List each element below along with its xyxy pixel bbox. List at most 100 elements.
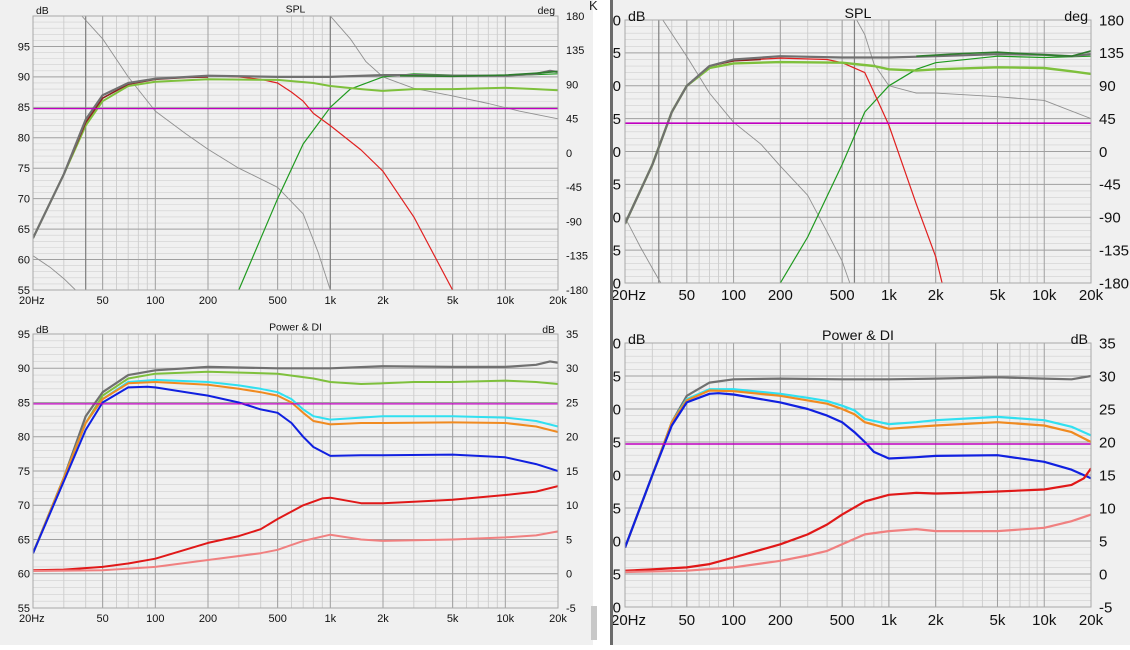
y-tick-label: 95: [613, 368, 621, 385]
y2-axis-unit: deg: [1064, 9, 1088, 25]
y2-axis-unit: dB: [1071, 332, 1088, 348]
y2-axis-unit: dB: [542, 325, 555, 336]
x-tick-label: 5k: [990, 287, 1006, 304]
series-line-hf_dark: [916, 50, 1091, 57]
x-tick-label: 200: [768, 612, 793, 629]
y2-tick-label: -180: [566, 285, 588, 297]
y-tick-label: 65: [613, 242, 621, 259]
x-tick-label: 500: [268, 295, 286, 307]
y-tick-label: 95: [613, 45, 621, 62]
y2-tick-label: 35: [1099, 335, 1116, 352]
x-tick-label: 1k: [325, 613, 337, 625]
plot-area: [33, 16, 558, 290]
y2-tick-label: -180: [1099, 275, 1129, 292]
series-line-hf: [33, 370, 558, 554]
y2-tick-label: -90: [1099, 210, 1121, 227]
x-tick-label: 200: [768, 287, 793, 304]
y2-tick-label: 0: [566, 569, 572, 581]
y-tick-label: 65: [18, 534, 30, 546]
x-tick-label: 2k: [377, 613, 389, 625]
x-tick-label: 50: [678, 612, 695, 629]
y2-tick-label: -135: [1099, 242, 1129, 259]
y2-tick-label: 15: [566, 466, 578, 478]
y2-tick-label: 15: [1099, 467, 1116, 484]
series-line-pink: [33, 530, 558, 572]
y-tick-label: 85: [613, 111, 621, 128]
y-tick-label: 75: [613, 500, 621, 517]
x-tick-label: 500: [830, 287, 855, 304]
x-tick-label: 50: [678, 287, 695, 304]
left-power-group: Power & DI dB dB 55 60 65 70 75 80 85 90 95 -5 0 5 10 15…: [18, 322, 579, 625]
series-line-orange: [625, 389, 1091, 548]
x-tick-label: 200: [199, 295, 217, 307]
y2-tick-label: 0: [1099, 144, 1107, 161]
y-tick-label: 75: [18, 163, 30, 175]
x-tick-label: 500: [268, 613, 286, 625]
y2-tick-label: 90: [566, 79, 578, 91]
y-axis-unit: dB: [628, 332, 645, 348]
series-line-pink: [625, 513, 1091, 574]
y-tick-label: 70: [18, 194, 30, 206]
y2-tick-label: -5: [1099, 599, 1112, 616]
chart-title: SPL: [845, 6, 872, 22]
y-tick-label: 70: [613, 210, 621, 227]
corner-label: K: [589, 0, 598, 13]
y-tick-label: 70: [613, 533, 621, 550]
left-chart-panel: SPL dB deg 55 60 65 70 75 80 85 90 95 -180 -135 -90 -45…: [0, 0, 593, 645]
y2-tick-label: 5: [566, 534, 572, 546]
x-tick-label: 1k: [881, 287, 897, 304]
y2-tick-label: 30: [566, 363, 578, 375]
chart-title: Power & DI: [269, 322, 322, 333]
y-tick-label: 95: [18, 41, 30, 53]
y2-tick-label: -135: [566, 251, 588, 263]
x-tick-label: 1k: [881, 612, 897, 629]
series-line-red: [625, 467, 1091, 572]
left-spl-group: SPL dB deg 55 60 65 70 75 80 85 90 95 -180 -135 -90 -45…: [18, 4, 588, 307]
x-tick-label: 2k: [928, 612, 944, 629]
series-line-blue: [33, 385, 558, 554]
x-tick-label: 20Hz: [19, 295, 45, 307]
x-tick-label: 2k: [377, 295, 389, 307]
y2-tick-label: 30: [1099, 368, 1116, 385]
x-tick-label: 5k: [447, 295, 459, 307]
y-tick-label: 85: [18, 102, 30, 114]
series-line-orange: [33, 381, 558, 554]
panel-divider: [593, 0, 610, 650]
series-line-red: [33, 485, 558, 572]
y-tick-label: 80: [613, 144, 621, 161]
plot-border: [624, 19, 1092, 284]
y2-tick-label: 20: [566, 432, 578, 444]
y-tick-label: 65: [613, 566, 621, 583]
y-tick-label: 75: [18, 466, 30, 478]
x-tick-label: 100: [721, 287, 746, 304]
y2-tick-label: -90: [566, 216, 582, 228]
x-tick-label: 20k: [549, 613, 567, 625]
y2-tick-label: 135: [1099, 45, 1124, 62]
series-line-hf: [33, 78, 558, 239]
series-line-hf_dark: [399, 70, 558, 78]
y-axis-unit: dB: [36, 6, 49, 17]
y-tick-label: 55: [18, 285, 30, 297]
x-tick-label: 200: [199, 613, 217, 625]
y2-tick-label: -45: [566, 182, 582, 194]
scrollbar-thumb[interactable]: [591, 606, 597, 640]
series-line-highpass: [779, 55, 1091, 283]
y2-tick-label: 25: [566, 397, 578, 409]
y-tick-label: 90: [18, 72, 30, 84]
y2-tick-label: 25: [1099, 401, 1116, 418]
y2-tick-label: 5: [1099, 533, 1107, 550]
series-line-cyan: [625, 388, 1091, 548]
y2-tick-label: 135: [566, 45, 584, 57]
y-tick-label: 80: [18, 133, 30, 145]
y-tick-label: 55: [18, 603, 30, 615]
left-chart-svg: SPL dB deg 55 60 65 70 75 80 85 90 95 -180 -135 -90 -45…: [18, 4, 588, 625]
plot-border: [32, 333, 559, 609]
right-power-group: Power & DI dB dB 60 65 70 75 80 85 90 95 00 -5 0 5 10 15…: [613, 328, 1116, 629]
y-tick-label: 60: [18, 569, 30, 581]
y2-tick-label: -45: [1099, 177, 1121, 194]
x-tick-label: 2k: [928, 287, 944, 304]
x-tick-label: 20Hz: [19, 613, 45, 625]
y2-axis-unit: deg: [538, 6, 556, 17]
right-spl-group: SPL dB deg 60 65 70 75 80 85 90 95 00 -180 -135 -90 -45…: [613, 6, 1129, 304]
x-tick-label: 20Hz: [613, 612, 646, 629]
